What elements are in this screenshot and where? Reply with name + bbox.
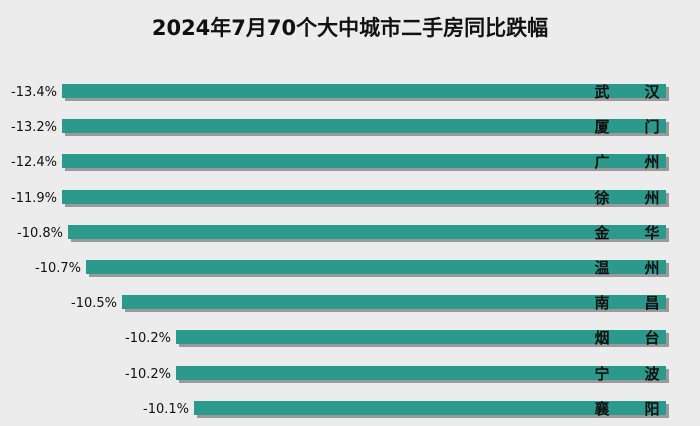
value-label: -11.9% — [11, 191, 57, 206]
bar — [194, 401, 666, 415]
bar — [62, 190, 666, 204]
bar — [68, 225, 666, 239]
category-label-char: 波 — [644, 365, 660, 383]
category-label-char: 徐 — [593, 189, 609, 207]
value-label: -10.7% — [35, 261, 81, 276]
bar — [122, 295, 666, 309]
value-label: -10.1% — [143, 402, 189, 417]
category-label-char: 昌 — [644, 294, 659, 312]
category-label-char: 金 — [593, 224, 610, 242]
bar — [62, 84, 666, 98]
bar — [62, 119, 666, 133]
category-label-char: 广 — [594, 153, 609, 171]
category-label-char: 台 — [644, 329, 659, 347]
category-label-char: 州 — [643, 153, 659, 171]
value-label: -13.2% — [11, 120, 57, 135]
category-label-char: 华 — [644, 224, 659, 242]
bar — [86, 260, 666, 274]
category-label-char: 襄 — [593, 400, 610, 418]
category-label-char: 州 — [643, 259, 659, 277]
category-label-char: 州 — [643, 189, 659, 207]
category-label-char: 厦 — [594, 118, 610, 136]
bar — [176, 330, 666, 344]
value-label: -10.2% — [125, 367, 171, 382]
value-label: -10.5% — [71, 296, 117, 311]
category-label-char: 温 — [594, 259, 609, 277]
category-label-char: 南 — [594, 294, 609, 312]
category-label-char: 烟 — [594, 329, 609, 347]
category-label-char: 武 — [594, 83, 609, 101]
value-label: -13.4% — [11, 85, 57, 100]
category-label-char: 宁 — [594, 365, 609, 383]
category-label-char: 门 — [644, 118, 659, 136]
value-label: -10.8% — [17, 226, 63, 241]
bar — [176, 366, 666, 380]
value-label: -12.4% — [11, 155, 57, 170]
category-label-char: 阳 — [644, 400, 659, 418]
bar — [62, 154, 666, 168]
value-label: -10.2% — [125, 331, 171, 346]
chart-title: 2024年7月70个大中城市二手房同比跌幅 — [151, 16, 549, 40]
category-label-char: 汉 — [644, 83, 660, 101]
